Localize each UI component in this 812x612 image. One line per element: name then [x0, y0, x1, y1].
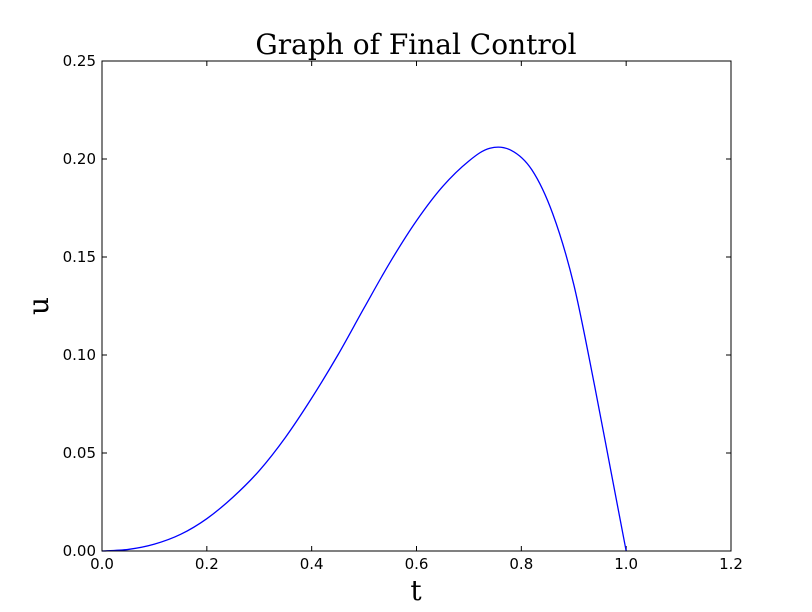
- y-axis-label: u: [22, 297, 55, 315]
- y-tick-label: 0.20: [63, 150, 96, 168]
- x-axis-label: t: [410, 574, 422, 607]
- x-tick-label: 0.2: [195, 555, 219, 573]
- x-tick-label: 1.0: [614, 555, 638, 573]
- series-group: [101, 146, 627, 552]
- ticks-group: 0.0 0.2 0.4 0.6 0.8 1.0 1.2 0.00 0.05 0.10 0.15 0.2…: [63, 52, 743, 573]
- x-tick-label: 1.2: [719, 555, 743, 573]
- y-tick-label: 0.15: [63, 248, 96, 266]
- y-tick-label: 0.25: [63, 52, 96, 70]
- series-line: [101, 146, 627, 552]
- y-tick-label: 0.05: [63, 444, 96, 462]
- plot-frame: [101, 60, 732, 552]
- x-tick-label: 0.0: [90, 555, 114, 573]
- chart-title: Graph of Final Control: [255, 28, 576, 61]
- x-tick-label: 0.8: [509, 555, 533, 573]
- y-tick-label: 0.10: [63, 346, 96, 364]
- x-tick-label: 0.6: [405, 555, 429, 573]
- y-tick-label: 0.00: [63, 542, 96, 560]
- x-tick-label: 0.4: [300, 555, 324, 573]
